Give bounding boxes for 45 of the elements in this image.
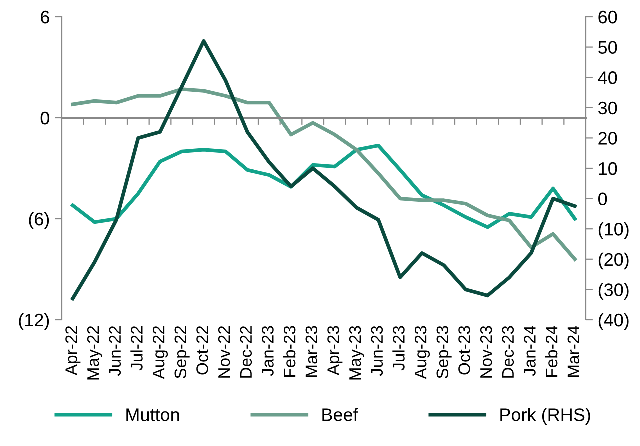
y2-tick-label: 60 <box>598 10 618 24</box>
x-tick-label: Aug-22 <box>152 326 168 380</box>
y2-tick-label: 0 <box>598 192 608 206</box>
line-series <box>71 88 577 262</box>
y2-tick-label: (10) <box>598 222 629 240</box>
y2-tick-label: 30 <box>598 102 618 115</box>
legend-label: Beef <box>322 408 358 422</box>
y2-tick-label: (40) <box>598 313 629 330</box>
x-tick-label: Oct-23 <box>458 326 470 375</box>
x-tick-label: Feb-23 <box>283 326 296 377</box>
y2-tick-label: 50 <box>598 41 618 54</box>
x-tick-label: Sep-23 <box>436 326 452 379</box>
y-tick-label: 6 <box>41 10 50 24</box>
x-tick-label: Mar-23 <box>306 326 318 377</box>
x-tick-label: Sep-22 <box>174 326 190 379</box>
x-tick-label: May-23 <box>349 326 365 380</box>
x-tick-label: Dec-22 <box>240 326 252 378</box>
x-tick-label: Aug-23 <box>414 326 430 380</box>
x-tick-label: May-22 <box>87 326 103 380</box>
line-series <box>71 39 577 301</box>
x-tick-label: Apr-23 <box>328 326 343 376</box>
x-tick-label: Nov-23 <box>480 326 492 378</box>
x-tick-label: Feb-24 <box>545 326 558 377</box>
x-tick-label: Jun-22 <box>109 326 122 376</box>
y2-tick-label: (30) <box>598 283 629 300</box>
y2-tick-label: 10 <box>599 162 618 176</box>
x-tick-label: Nov-22 <box>218 326 230 378</box>
legend-label: Pork (RHS) <box>500 408 590 425</box>
y-tick-label: (6) <box>29 212 50 230</box>
x-tick-label: Dec-23 <box>502 326 514 378</box>
y2-tick-label: (20) <box>598 252 629 270</box>
x-tick-label: Jan-24 <box>524 326 536 376</box>
x-tick-label: Oct-22 <box>196 326 208 375</box>
x-tick-label: Jan-23 <box>262 326 274 376</box>
y2-tick-label: 40 <box>598 72 618 84</box>
y2-tick-label: 20 <box>598 132 618 145</box>
y-tick-label: 0 <box>40 112 50 125</box>
x-tick-label: Jul-23 <box>392 326 405 371</box>
x-tick-label: Apr-22 <box>66 326 81 376</box>
legend-label: Mutton <box>126 408 180 422</box>
x-tick-label: Jun-23 <box>371 326 384 376</box>
y-tick-label: (12) <box>19 313 50 330</box>
line-series <box>71 144 577 230</box>
x-tick-label: Jul-22 <box>130 326 143 371</box>
x-tick-label: Mar-24 <box>568 326 580 377</box>
